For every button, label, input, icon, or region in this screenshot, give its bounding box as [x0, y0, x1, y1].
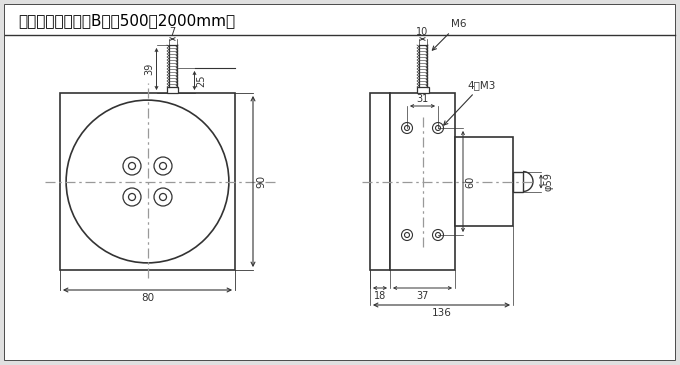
- Circle shape: [401, 123, 413, 134]
- Circle shape: [401, 230, 413, 241]
- Bar: [5, 35, 675, 360]
- Circle shape: [435, 233, 441, 238]
- Circle shape: [432, 123, 443, 134]
- Circle shape: [154, 188, 172, 206]
- Circle shape: [435, 126, 441, 131]
- Text: 90: 90: [256, 175, 266, 188]
- Bar: [60, 93, 235, 270]
- Text: 37: 37: [416, 291, 428, 301]
- Text: φ59: φ59: [543, 172, 553, 191]
- Circle shape: [405, 126, 409, 131]
- Bar: [513, 172, 523, 192]
- Text: 136: 136: [432, 308, 452, 318]
- Bar: [167, 87, 178, 93]
- Circle shape: [154, 157, 172, 175]
- Text: 10: 10: [416, 27, 428, 37]
- Bar: [416, 87, 428, 93]
- Text: 18: 18: [374, 291, 386, 301]
- Bar: [370, 93, 390, 270]
- Text: 拉钢索式结构（中B型：500－2000mm）: 拉钢索式结构（中B型：500－2000mm）: [18, 14, 235, 28]
- Circle shape: [129, 162, 135, 169]
- Circle shape: [160, 162, 167, 169]
- Bar: [5, 5, 675, 35]
- Text: 60: 60: [465, 175, 475, 188]
- Circle shape: [432, 230, 443, 241]
- Circle shape: [66, 100, 229, 263]
- Text: 39: 39: [144, 63, 154, 75]
- Circle shape: [123, 157, 141, 175]
- Bar: [455, 137, 513, 226]
- Circle shape: [129, 193, 135, 200]
- Text: 31: 31: [416, 94, 428, 104]
- Text: M6: M6: [432, 19, 466, 50]
- Text: 80: 80: [141, 293, 154, 303]
- Text: 4－M3: 4－M3: [444, 80, 496, 125]
- Text: 25: 25: [197, 74, 207, 87]
- Text: 7: 7: [169, 27, 175, 37]
- Circle shape: [160, 193, 167, 200]
- Circle shape: [123, 188, 141, 206]
- Bar: [390, 93, 455, 270]
- Circle shape: [405, 233, 409, 238]
